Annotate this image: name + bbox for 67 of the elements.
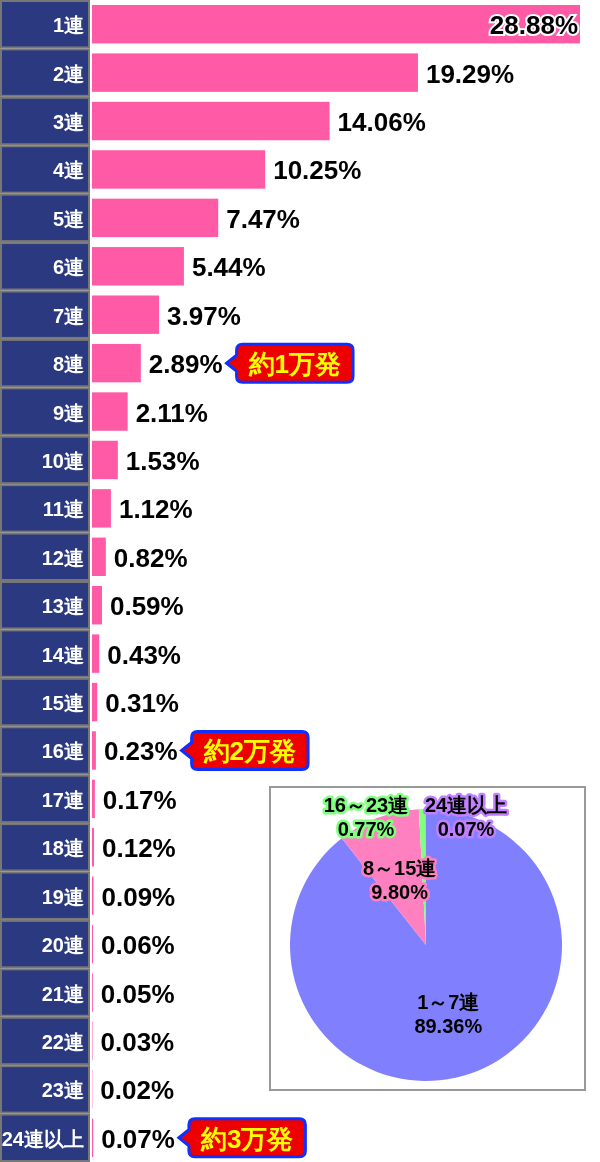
data-label: 0.05% <box>100 978 175 1009</box>
y-tick-label: 11連 <box>42 498 84 521</box>
y-tick-label: 9連 <box>52 401 84 424</box>
annotation: 約3万発 <box>199 1123 294 1154</box>
data-label: 0.07% <box>437 818 495 840</box>
bar <box>92 731 96 770</box>
slice-label: 24連以上 <box>424 794 508 816</box>
data-label: 0.23% <box>103 736 178 767</box>
y-tick-label: 22連 <box>41 1030 84 1053</box>
data-label: 1.12% <box>118 494 193 525</box>
y-tick-label: 23連 <box>41 1079 84 1102</box>
data-label: 0.06% <box>101 930 175 961</box>
y-tick-label: 4連 <box>52 159 84 182</box>
data-label: 14.06% <box>337 107 426 138</box>
y-tick-label: 18連 <box>41 837 84 860</box>
bar <box>92 682 98 722</box>
y-tick-label: 24連以上 <box>1 1127 84 1150</box>
y-tick-label: 16連 <box>41 740 84 763</box>
y-tick-label: 1連 <box>52 14 84 37</box>
data-label: 0.12% <box>102 833 176 864</box>
y-tick-label: 15連 <box>41 692 84 715</box>
data-label: 5.44% <box>191 252 266 283</box>
data-label: 9.80% <box>371 881 429 904</box>
data-label: 2.89% <box>148 349 223 380</box>
data-label: 28.88% <box>489 10 578 41</box>
y-tick-label: 7連 <box>52 304 84 327</box>
y-tick-label: 12連 <box>41 546 84 569</box>
data-label: 2.11% <box>135 397 208 428</box>
data-label: 1.53% <box>125 445 200 476</box>
y-tick-label: 17連 <box>41 788 84 811</box>
bar <box>92 779 95 819</box>
data-label: 10.25% <box>273 155 362 186</box>
bar <box>92 586 102 625</box>
y-tick-label: 6連 <box>52 256 84 279</box>
data-label: 0.02% <box>100 1075 175 1106</box>
y-tick-label: 21連 <box>41 982 84 1005</box>
data-label: 7.47% <box>226 203 300 234</box>
bar <box>92 489 111 528</box>
data-label: 0.59% <box>109 591 184 622</box>
slice-label: 1～7連 <box>417 991 480 1014</box>
bar <box>92 828 95 867</box>
y-tick-label: 10連 <box>41 449 84 472</box>
y-tick-label: 13連 <box>41 595 84 618</box>
data-label: 0.07% <box>101 1123 175 1154</box>
data-label: 89.36% <box>414 1015 483 1038</box>
y-tick-label: 8連 <box>52 353 84 376</box>
y-tick-label: 20連 <box>41 934 84 957</box>
y-tick-label: 2連 <box>52 62 84 85</box>
annotation: 約1万発 <box>247 349 342 380</box>
data-label: 0.09% <box>101 881 176 912</box>
data-label: 3.97% <box>167 300 241 331</box>
bar <box>92 440 118 480</box>
bar <box>92 634 100 673</box>
data-label: 19.29% <box>425 58 515 89</box>
data-label: 0.17% <box>102 784 177 815</box>
y-tick-label: 19連 <box>41 885 84 908</box>
y-tick-label: 14連 <box>41 643 84 666</box>
data-label: 0.03% <box>100 1026 175 1057</box>
y-tick-label: 3連 <box>52 111 84 134</box>
data-label: 0.31% <box>105 688 179 719</box>
bar <box>92 537 106 576</box>
data-label: 0.43% <box>107 639 181 670</box>
slice-label: 16～23連 <box>323 794 409 816</box>
data-label: 0.77% <box>337 818 395 840</box>
data-label: 0.82% <box>113 542 188 573</box>
y-tick-label: 5連 <box>52 207 84 230</box>
annotation: 約2万発 <box>202 736 297 767</box>
